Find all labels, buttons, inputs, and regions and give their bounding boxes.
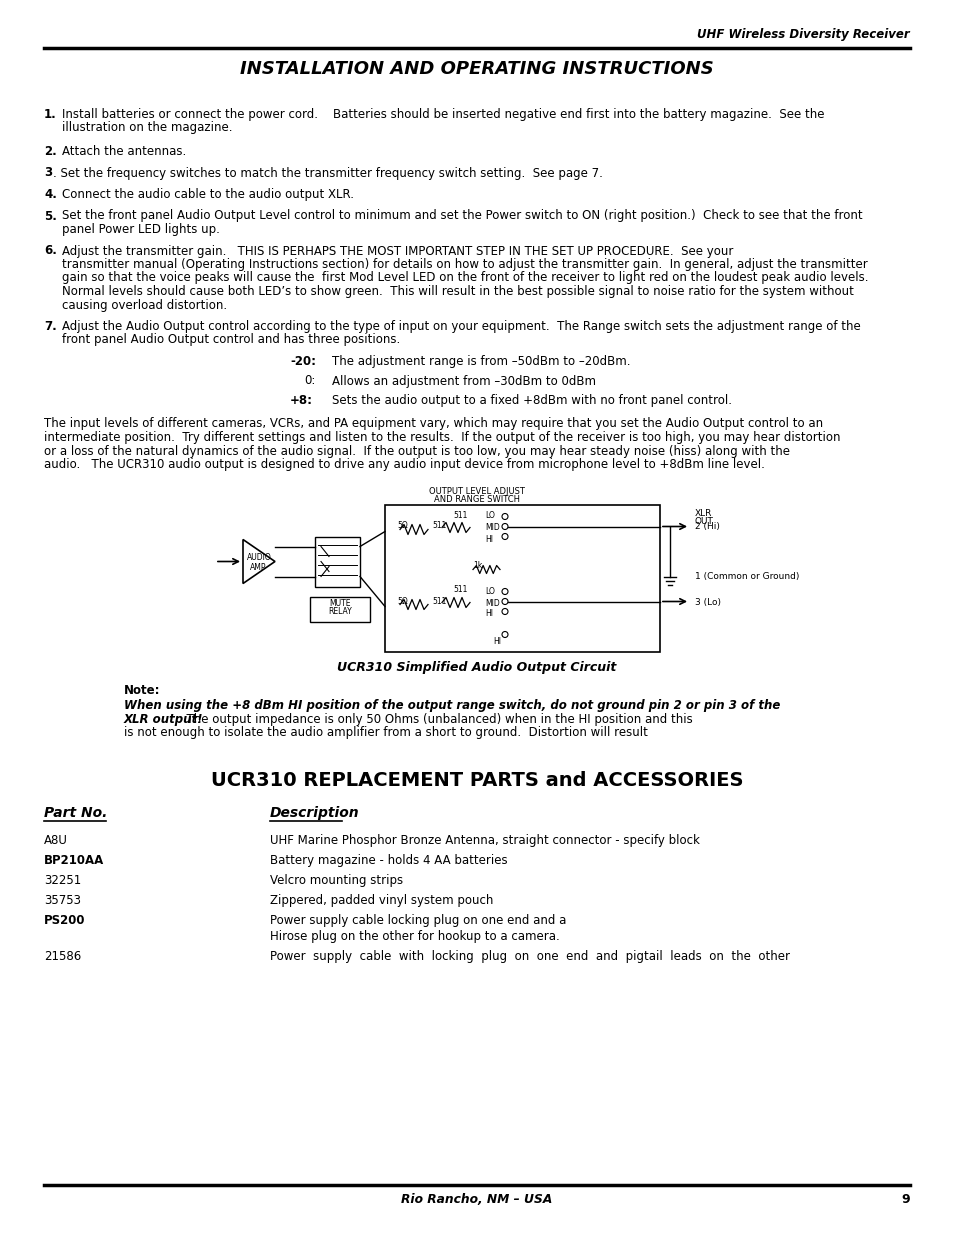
Bar <box>310 597 370 621</box>
Text: MID: MID <box>484 524 499 532</box>
Text: 1k: 1k <box>473 562 482 571</box>
Text: LO: LO <box>484 587 495 595</box>
Text: 35753: 35753 <box>44 894 81 906</box>
Text: MID: MID <box>484 599 499 608</box>
Text: HI: HI <box>484 609 493 618</box>
Text: 21586: 21586 <box>44 950 81 963</box>
Text: causing overload distortion.: causing overload distortion. <box>62 299 227 311</box>
Text: Power  supply  cable  with  locking  plug  on  one  end  and  pigtail  leads  on: Power supply cable with locking plug on … <box>270 950 789 963</box>
Text: OUT: OUT <box>695 517 713 526</box>
Text: Power supply cable locking plug on one end and a: Power supply cable locking plug on one e… <box>270 914 566 927</box>
Text: INSTALLATION AND OPERATING INSTRUCTIONS: INSTALLATION AND OPERATING INSTRUCTIONS <box>240 61 713 78</box>
Text: Hirose plug on the other for hookup to a camera.: Hirose plug on the other for hookup to a… <box>270 930 559 944</box>
Bar <box>314 536 359 587</box>
Text: is not enough to isolate the audio amplifier from a short to ground.  Distortion: is not enough to isolate the audio ampli… <box>124 726 647 739</box>
Text: XLR output!: XLR output! <box>124 713 203 725</box>
Text: transmitter manual (Operating Instructions section) for details on how to adjust: transmitter manual (Operating Instructio… <box>62 258 867 270</box>
Text: 1 (Common or Ground): 1 (Common or Ground) <box>695 573 799 582</box>
Text: Attach the antennas.: Attach the antennas. <box>62 144 186 158</box>
Text: +8:: +8: <box>290 394 313 408</box>
Text: Sets the audio output to a fixed +8dBm with no front panel control.: Sets the audio output to a fixed +8dBm w… <box>332 394 731 408</box>
Text: Install batteries or connect the power cord.    Batteries should be inserted neg: Install batteries or connect the power c… <box>62 107 823 121</box>
Text: gain so that the voice peaks will cause the  first Mod Level LED on the front of: gain so that the voice peaks will cause … <box>62 272 867 284</box>
Text: 511: 511 <box>453 584 467 594</box>
Text: Adjust the transmitter gain.   THIS IS PERHAPS THE MOST IMPORTANT STEP IN THE SE: Adjust the transmitter gain. THIS IS PER… <box>62 245 733 258</box>
Text: The input levels of different cameras, VCRs, and PA equipment vary, which may re: The input levels of different cameras, V… <box>44 417 822 431</box>
Text: illustration on the magazine.: illustration on the magazine. <box>62 121 233 135</box>
Text: 5.: 5. <box>44 210 57 222</box>
Text: The adjustment range is from –50dBm to –20dBm.: The adjustment range is from –50dBm to –… <box>332 354 630 368</box>
Text: Description: Description <box>270 806 359 820</box>
Text: HI: HI <box>484 535 493 543</box>
Text: 9: 9 <box>901 1193 909 1207</box>
Text: 7.: 7. <box>44 320 56 333</box>
Text: Note:: Note: <box>124 683 160 697</box>
Bar <box>385 505 659 652</box>
Text: Normal levels should cause both LED’s to show green.  This will result in the be: Normal levels should cause both LED’s to… <box>62 285 853 298</box>
Text: UCR310 REPLACEMENT PARTS and ACCESSORIES: UCR310 REPLACEMENT PARTS and ACCESSORIES <box>211 771 742 790</box>
Text: UHF Wireless Diversity Receiver: UHF Wireless Diversity Receiver <box>697 28 909 41</box>
Text: 2 (Hi): 2 (Hi) <box>695 522 720 531</box>
Text: 5Ω: 5Ω <box>396 521 407 531</box>
Text: 1.: 1. <box>44 107 56 121</box>
Text: Battery magazine - holds 4 AA batteries: Battery magazine - holds 4 AA batteries <box>270 853 507 867</box>
Text: . Set the frequency switches to match the transmitter frequency switch setting. : . Set the frequency switches to match th… <box>53 167 602 179</box>
Text: OUTPUT LEVEL ADJUST: OUTPUT LEVEL ADJUST <box>429 487 524 495</box>
Text: A8U: A8U <box>44 834 68 847</box>
Text: LO: LO <box>484 511 495 520</box>
Text: Adjust the Audio Output control according to the type of input on your equipment: Adjust the Audio Output control accordin… <box>62 320 860 333</box>
Text: BP210AA: BP210AA <box>44 853 104 867</box>
Text: 6.: 6. <box>44 245 57 258</box>
Text: RELAY: RELAY <box>328 606 352 615</box>
Text: 3: 3 <box>44 167 52 179</box>
Text: Rio Rancho, NM – USA: Rio Rancho, NM – USA <box>401 1193 552 1207</box>
Text: MUTE: MUTE <box>329 599 351 608</box>
Text: UHF Marine Phosphor Bronze Antenna, straight connector - specify block: UHF Marine Phosphor Bronze Antenna, stra… <box>270 834 700 847</box>
Text: HI: HI <box>493 636 500 646</box>
Text: 4.: 4. <box>44 188 57 201</box>
Text: When using the +8 dBm HI position of the output range switch, do not ground pin : When using the +8 dBm HI position of the… <box>124 699 780 713</box>
Text: UCR310 Simplified Audio Output Circuit: UCR310 Simplified Audio Output Circuit <box>337 662 616 674</box>
Text: The output impedance is only 50 Ohms (unbalanced) when in the HI position and th: The output impedance is only 50 Ohms (un… <box>179 713 692 725</box>
Text: 511: 511 <box>432 597 446 605</box>
Text: XLR: XLR <box>695 509 712 517</box>
Text: or a loss of the natural dynamics of the audio signal.  If the output is too low: or a loss of the natural dynamics of the… <box>44 445 789 457</box>
Text: Zippered, padded vinyl system pouch: Zippered, padded vinyl system pouch <box>270 894 493 906</box>
Text: AUDIO: AUDIO <box>247 553 272 562</box>
Text: Connect the audio cable to the audio output XLR.: Connect the audio cable to the audio out… <box>62 188 354 201</box>
Text: AND RANGE SWITCH: AND RANGE SWITCH <box>434 495 519 505</box>
Text: intermediate position.  Try different settings and listen to the results.  If th: intermediate position. Try different set… <box>44 431 840 445</box>
Text: 5Ω: 5Ω <box>396 597 407 605</box>
Text: front panel Audio Output control and has three positions.: front panel Audio Output control and has… <box>62 333 400 347</box>
Text: 0:: 0: <box>304 374 315 388</box>
Text: 32251: 32251 <box>44 874 81 887</box>
Text: audio.   The UCR310 audio output is designed to drive any audio input device fro: audio. The UCR310 audio output is design… <box>44 458 764 471</box>
Text: 3 (Lo): 3 (Lo) <box>695 598 720 606</box>
Text: Velcro mounting strips: Velcro mounting strips <box>270 874 403 887</box>
Text: panel Power LED lights up.: panel Power LED lights up. <box>62 224 219 236</box>
Text: 2.: 2. <box>44 144 56 158</box>
Text: Allows an adjustment from –30dBm to 0dBm: Allows an adjustment from –30dBm to 0dBm <box>332 374 596 388</box>
Text: 511: 511 <box>453 511 467 520</box>
Text: Part No.: Part No. <box>44 806 108 820</box>
Text: -20:: -20: <box>290 354 315 368</box>
Text: 511: 511 <box>432 521 446 531</box>
Text: PS200: PS200 <box>44 914 86 927</box>
Text: AMP: AMP <box>250 562 266 572</box>
Text: Set the front panel Audio Output Level control to minimum and set the Power swit: Set the front panel Audio Output Level c… <box>62 210 862 222</box>
